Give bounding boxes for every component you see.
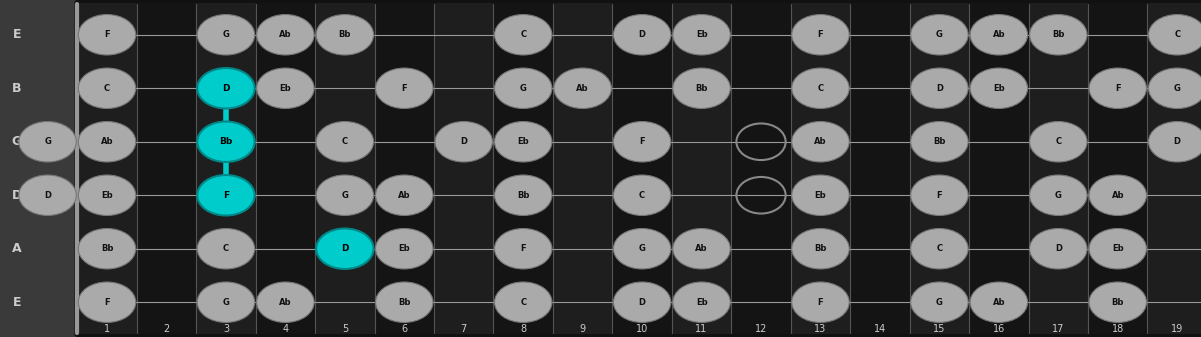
Bar [850,3,909,334]
Text: 17: 17 [1052,324,1064,334]
Bar [1088,3,1147,334]
Text: D: D [1054,244,1062,253]
Text: F: F [818,30,824,39]
Ellipse shape [376,282,434,323]
Bar [909,3,969,334]
Text: Bb: Bb [695,84,707,93]
Text: G: G [44,137,50,146]
Text: Eb: Eb [695,298,707,307]
Ellipse shape [78,175,136,215]
Text: F: F [104,298,109,307]
Text: Ab: Ab [814,137,826,146]
Ellipse shape [970,282,1028,323]
Text: Eb: Eb [814,191,826,200]
Text: Ab: Ab [279,298,292,307]
Ellipse shape [614,14,671,55]
Ellipse shape [78,228,136,269]
Text: Bb: Bb [339,30,351,39]
Text: Ab: Ab [576,84,588,93]
Ellipse shape [316,122,374,162]
Text: Ab: Ab [992,298,1005,307]
Text: G: G [520,84,527,93]
Text: Ab: Ab [398,191,411,200]
Text: Ab: Ab [1111,191,1124,200]
Text: Bb: Bb [220,137,233,146]
Ellipse shape [791,68,849,109]
Text: 15: 15 [933,324,945,334]
Ellipse shape [19,175,77,215]
Ellipse shape [614,122,671,162]
Text: Bb: Bb [101,244,113,253]
Text: C: C [1056,137,1062,146]
Bar [256,3,315,334]
Text: D: D [936,84,943,93]
Text: D: D [1173,137,1181,146]
Text: G: G [639,244,646,253]
Text: F: F [1115,84,1121,93]
Text: Bb: Bb [1112,298,1124,307]
Text: 7: 7 [461,324,467,334]
Ellipse shape [791,14,849,55]
Ellipse shape [791,122,849,162]
Ellipse shape [78,122,136,162]
Text: C: C [639,191,645,200]
Ellipse shape [1148,68,1201,109]
Ellipse shape [673,228,730,269]
Bar [731,3,790,334]
Text: C: C [223,244,229,253]
Ellipse shape [257,68,315,109]
Ellipse shape [19,122,77,162]
Ellipse shape [316,228,374,269]
Text: Eb: Eb [1112,244,1124,253]
Text: 5: 5 [342,324,348,334]
Text: 16: 16 [993,324,1005,334]
Text: 13: 13 [814,324,826,334]
Ellipse shape [495,175,552,215]
Bar [196,3,256,334]
Ellipse shape [495,228,552,269]
Ellipse shape [78,68,136,109]
Ellipse shape [910,228,968,269]
Text: Eb: Eb [518,137,528,146]
Ellipse shape [910,282,968,323]
Text: Bb: Bb [1052,30,1064,39]
Ellipse shape [197,68,255,109]
Text: G: G [222,30,229,39]
Bar [613,3,671,334]
Text: Bb: Bb [814,244,826,253]
Text: F: F [639,137,645,146]
Text: C: C [937,244,943,253]
Ellipse shape [495,282,552,323]
Text: Bb: Bb [516,191,530,200]
Text: G: G [1173,84,1181,93]
Text: D: D [12,189,22,202]
Bar [77,3,137,334]
Text: C: C [520,298,526,307]
Bar [434,3,494,334]
Text: 12: 12 [755,324,767,334]
Text: 9: 9 [580,324,586,334]
Bar [1147,3,1201,334]
Text: 8: 8 [520,324,526,334]
Text: Bb: Bb [398,298,411,307]
Text: D: D [341,244,348,253]
Text: 2: 2 [163,324,169,334]
Text: Bb: Bb [933,137,945,146]
Text: C: C [520,30,526,39]
Text: A: A [12,242,22,255]
Text: F: F [223,191,229,200]
Text: D: D [222,84,229,93]
Text: F: F [818,298,824,307]
Ellipse shape [1029,14,1087,55]
Text: G: G [222,298,229,307]
Ellipse shape [910,175,968,215]
Ellipse shape [78,14,136,55]
Text: Eb: Eb [280,84,291,93]
Ellipse shape [257,282,315,323]
Text: Eb: Eb [101,191,113,200]
Ellipse shape [614,175,671,215]
Ellipse shape [376,228,434,269]
Text: C: C [342,137,348,146]
Text: D: D [639,298,646,307]
